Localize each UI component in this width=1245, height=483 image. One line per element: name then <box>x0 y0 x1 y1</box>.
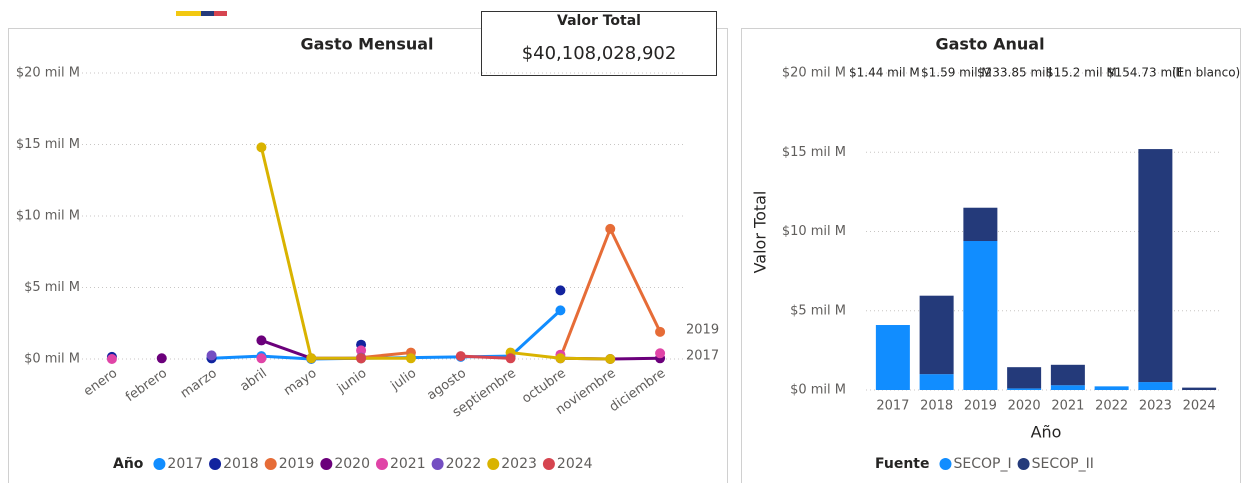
bar-segment <box>963 241 998 390</box>
y-tick-label: $5 mil M <box>24 280 80 295</box>
y-tick-label: $0 mil M <box>790 383 846 398</box>
x-tick-label: 2017 <box>876 399 909 414</box>
bar-segment <box>1050 364 1085 386</box>
series-end-label: 2017 <box>686 349 719 364</box>
data-point <box>256 335 267 346</box>
legend-label: 2021 <box>390 456 426 472</box>
y-tick-label: $0 mil M <box>24 352 80 367</box>
annotation: $233.85 mill <box>977 66 1052 80</box>
card <box>481 11 717 76</box>
card-value: $40,108,028,902 <box>522 43 677 64</box>
data-point <box>405 353 416 364</box>
bar-segment <box>919 374 954 390</box>
legend-marker <box>487 458 500 470</box>
flag-yellow <box>176 11 201 16</box>
bar-segment <box>1007 367 1042 389</box>
legend-label: 2023 <box>501 456 537 472</box>
x-tick-label: 2024 <box>1183 399 1216 414</box>
y-tick-label: $5 mil M <box>790 303 846 318</box>
bar-segment <box>1138 149 1173 383</box>
legend-label: 2018 <box>223 456 259 472</box>
annotation: $15.2 mil M <box>1046 66 1117 80</box>
data-point <box>455 351 466 362</box>
legend-label: 2019 <box>279 456 315 472</box>
legend-marker <box>320 458 333 470</box>
y-tick-label: $10 mil M <box>16 209 80 224</box>
data-point <box>605 223 616 234</box>
annotation: (En blanco) <box>1172 66 1240 80</box>
series-line <box>360 351 412 360</box>
bar-segment <box>919 295 954 375</box>
y-tick-label: $20 mil M <box>16 66 80 81</box>
x-axis-label: Año <box>1031 423 1062 442</box>
data-point <box>106 354 117 364</box>
data-point <box>256 353 267 364</box>
bar-segment <box>1182 387 1217 390</box>
x-tick-label: 2018 <box>920 399 953 414</box>
bar-segment <box>1007 388 1042 390</box>
data-point <box>356 345 367 356</box>
data-point <box>306 353 317 364</box>
legend-title: Fuente <box>875 456 929 472</box>
series-line <box>460 354 511 360</box>
data-point <box>605 354 616 364</box>
y-tick-label: $20 mil M <box>782 66 846 81</box>
bar-segment <box>1138 382 1173 390</box>
legend-marker <box>1017 458 1030 470</box>
annotation: $1.44 mil M <box>849 66 920 80</box>
line-panel <box>8 28 728 483</box>
card-title: Valor Total <box>557 13 641 29</box>
data-point <box>655 348 666 359</box>
x-tick-label: 2020 <box>1008 399 1041 414</box>
data-point <box>655 326 666 337</box>
data-point <box>256 142 267 153</box>
chart-title: Gasto Anual <box>935 35 1044 54</box>
legend-label: 2024 <box>557 456 593 472</box>
legend-label: SECOP_II <box>1032 456 1094 472</box>
annotation: $1.59 mil M <box>921 66 992 80</box>
flag-red <box>214 11 227 16</box>
legend-marker <box>431 458 444 470</box>
legend-marker <box>264 458 277 470</box>
bar-segment <box>1094 386 1129 390</box>
x-tick-label: 2022 <box>1095 399 1128 414</box>
data-point <box>156 353 167 364</box>
data-point <box>555 305 566 316</box>
legend-label: SECOP_I <box>953 456 1011 472</box>
y-tick-label: $15 mil M <box>16 137 80 152</box>
x-tick-label: 2023 <box>1139 399 1172 414</box>
bar-segment <box>963 207 998 242</box>
y-tick-label: $15 mil M <box>782 145 846 160</box>
legend-label: 2022 <box>446 456 482 472</box>
legend-marker <box>542 458 555 470</box>
series-line <box>259 147 411 360</box>
legend-title: Año <box>113 456 144 472</box>
y-tick-label: $10 mil M <box>782 224 846 239</box>
legend-marker <box>153 458 166 470</box>
data-point <box>505 353 516 364</box>
data-point <box>555 353 566 364</box>
chart-title: Gasto Mensual <box>300 35 433 54</box>
data-point <box>206 350 217 361</box>
legend-marker <box>939 458 952 470</box>
x-tick-label: 2021 <box>1051 399 1084 414</box>
y-axis-label: Valor Total <box>751 191 770 274</box>
legend-marker <box>209 458 222 470</box>
flag-blue <box>201 11 214 16</box>
bar-segment <box>875 325 910 390</box>
x-tick-label: 2019 <box>964 399 997 414</box>
bar-segment <box>1050 385 1085 390</box>
legend-label: 2020 <box>334 456 370 472</box>
series-end-label: 2019 <box>686 323 719 338</box>
legend-marker <box>375 458 388 470</box>
data-point <box>356 353 367 364</box>
legend-label: 2017 <box>167 456 203 472</box>
annotation: $154.73 mill <box>1107 66 1182 80</box>
data-point <box>555 285 566 296</box>
